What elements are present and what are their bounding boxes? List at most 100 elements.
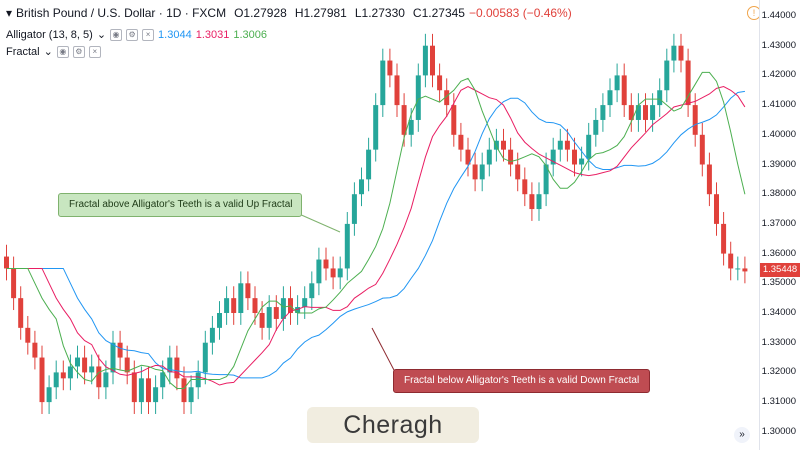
candle-body: [515, 164, 521, 180]
candle-body: [167, 357, 173, 373]
candle-body: [103, 372, 109, 388]
close-icon[interactable]: ×: [142, 28, 155, 41]
candle-body: [458, 134, 464, 150]
price-tick: 1.37000: [761, 217, 796, 229]
candle-body: [685, 60, 691, 106]
price-tick: 1.30000: [761, 425, 796, 437]
settings-icon[interactable]: ⚙: [72, 45, 85, 58]
candle-body: [252, 298, 258, 313]
alligator-label[interactable]: Alligator (13, 8, 5): [6, 28, 93, 41]
candle-body: [472, 164, 478, 180]
chevron-down-icon[interactable]: ⌄: [43, 46, 53, 58]
price-tick: 1.39000: [761, 158, 796, 170]
candle-body: [444, 90, 450, 106]
ohlc-high: H1.27981: [294, 6, 347, 20]
candle-body: [430, 45, 435, 76]
candle-body: [501, 140, 506, 150]
eye-icon[interactable]: ◉: [56, 45, 69, 58]
fractal-label[interactable]: Fractal: [6, 45, 40, 58]
settings-icon[interactable]: ⚙: [126, 28, 139, 41]
price-axis[interactable]: 1.44000 1.43000 1.42000 1.41000 1.40000 1.390…: [759, 0, 800, 450]
ohlc-close: C1.27345: [412, 6, 465, 20]
candle-body: [89, 366, 95, 373]
candle-body: [231, 298, 237, 313]
candle-body: [493, 140, 499, 150]
up-fractal-callout: Fractal above Alligator's Teeth is a val…: [58, 193, 302, 217]
candle-body: [11, 268, 17, 299]
down-fractal-callout: Fractal below Alligator's Teeth is a val…: [393, 369, 650, 393]
ohlc-open: O1.27928: [234, 6, 287, 20]
candle-body: [635, 105, 641, 120]
candle-body: [422, 45, 428, 76]
candle-body: [415, 75, 421, 120]
close-icon[interactable]: ×: [88, 45, 101, 58]
scroll-to-latest-button[interactable]: »: [734, 427, 750, 443]
candle-body: [671, 45, 677, 61]
chart-collapse-icon[interactable]: ▾: [6, 6, 13, 20]
fractal-legend[interactable]: Fractal ⌄ ◉ ⚙ ×: [6, 45, 101, 58]
ohlc-low: L1.27330: [354, 6, 405, 20]
candle-body: [75, 357, 80, 367]
symbol-title: British Pound / U.S. Dollar · 1D · FXCM: [16, 6, 227, 20]
candle-body: [373, 105, 379, 150]
price-tick: 1.35000: [761, 277, 796, 289]
candle-body: [614, 75, 620, 91]
candle-body: [46, 387, 52, 403]
lips-value: 1.3006: [233, 28, 268, 41]
candle-body: [25, 327, 31, 343]
candle-body: [593, 119, 599, 135]
candle-body: [39, 357, 45, 403]
candle-body: [131, 372, 137, 403]
price-tick: 1.36000: [761, 247, 796, 259]
candle-body: [330, 268, 336, 278]
candle-body: [273, 307, 279, 319]
candle-body: [366, 149, 372, 180]
candle-body: [238, 283, 244, 313]
candle-body: [4, 256, 9, 269]
candle-body: [153, 387, 159, 403]
candle-body: [344, 223, 350, 269]
down-callout-pointer: [371, 327, 396, 373]
candle-body: [174, 357, 180, 379]
candle-body: [728, 253, 734, 269]
candle-body: [266, 307, 272, 328]
candle-body: [699, 134, 705, 165]
candle-body: [586, 134, 592, 159]
candle-body: [18, 298, 24, 328]
candle-body: [217, 313, 222, 328]
candle-body: [224, 298, 230, 313]
candle-body: [394, 75, 400, 106]
candle-body: [543, 164, 549, 195]
candle-body: [721, 223, 727, 254]
price-tick: 1.31000: [761, 396, 796, 408]
candle-body: [479, 164, 485, 180]
alligator-jaw-line: [6, 90, 745, 379]
candle-body: [67, 366, 73, 379]
candle-body: [550, 149, 556, 165]
candle-body: [259, 313, 265, 328]
candle-body: [124, 357, 130, 373]
candle-body: [359, 179, 364, 195]
candle-body: [742, 268, 748, 272]
eye-icon[interactable]: ◉: [110, 28, 123, 41]
candle-body: [529, 194, 535, 210]
candle-body: [188, 387, 194, 403]
candle-body: [146, 378, 151, 403]
candle-body: [32, 342, 38, 358]
alligator-legend[interactable]: Alligator (13, 8, 5) ⌄ ◉ ⚙ × 1.3044 1.30…: [6, 28, 267, 41]
candle-body: [351, 194, 357, 224]
candle-body: [557, 140, 563, 150]
candle-body: [295, 307, 301, 313]
candle-body: [82, 357, 88, 373]
candle-body: [465, 149, 471, 165]
candle-body: [621, 75, 627, 106]
candle-body: [160, 372, 166, 388]
chevron-down-icon[interactable]: ⌄: [96, 29, 107, 41]
jaw-value: 1.3044: [158, 28, 192, 41]
price-chart[interactable]: [0, 0, 760, 450]
candle-body: [309, 283, 315, 299]
candle-body: [451, 105, 457, 135]
candle-body: [408, 119, 414, 135]
candle-body: [181, 378, 187, 403]
